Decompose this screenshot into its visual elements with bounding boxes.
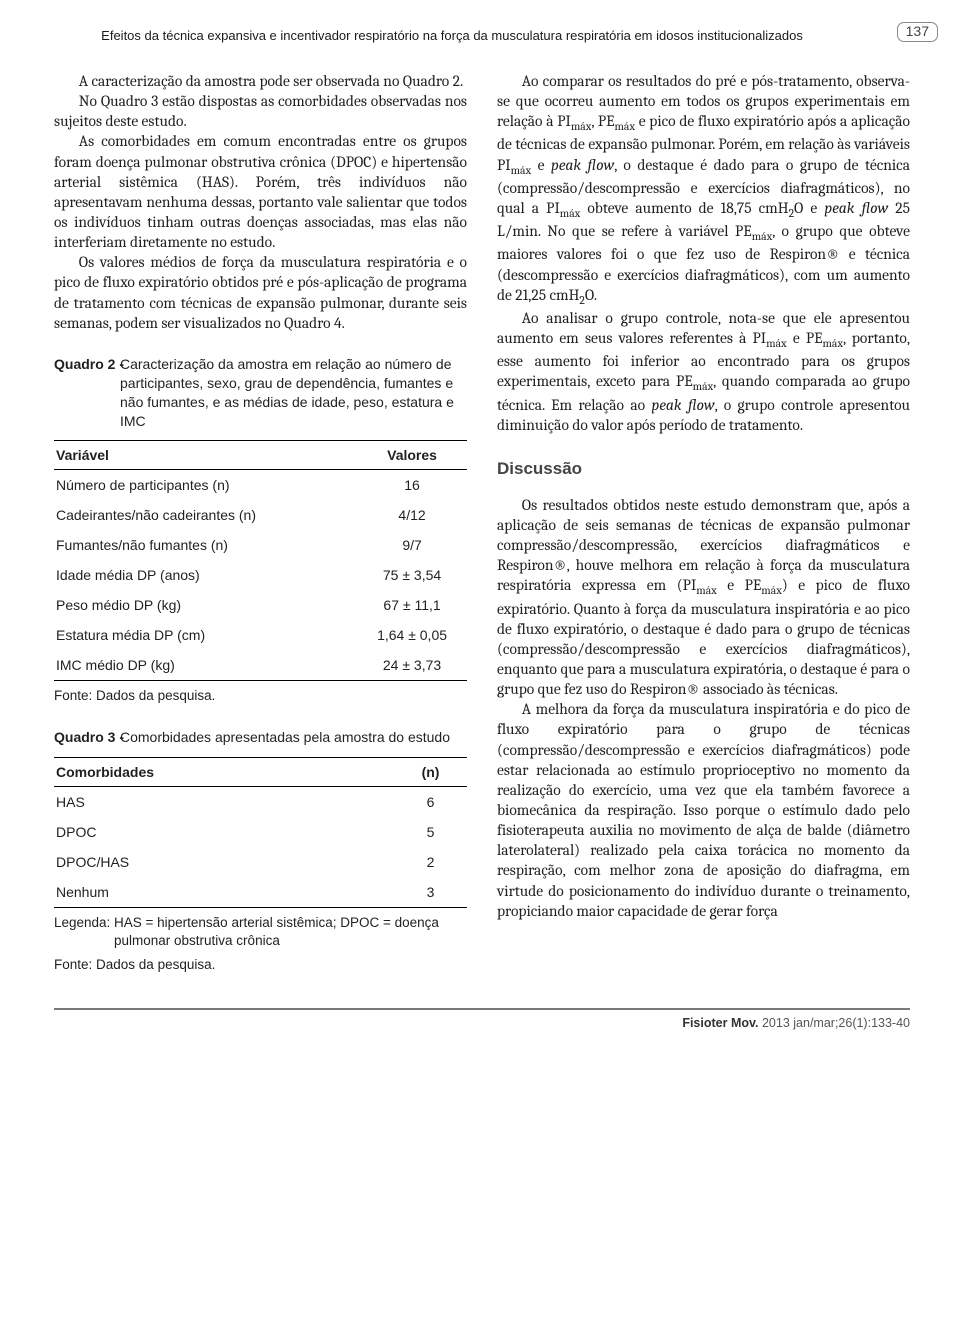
left-paragraph-2: No Quadro 3 estão dispostas as comorbida… [54,91,467,131]
page-number: 137 [897,22,938,42]
quadro3-caption-text: Comorbidades apresentadas pela amostra d… [120,728,467,747]
footer-citation: Fisioter Mov. 2013 jan/mar;26(1):133-40 [54,1008,910,1030]
quadro3-legend-label: Legenda: [54,915,110,930]
running-title: Efeitos da técnica expansiva e incentiva… [54,28,850,43]
quadro2-label: Quadro 2 - [54,356,124,372]
left-paragraph-4: Os valores médios de força da musculatur… [54,252,467,333]
quadro2-header-1: Variável [54,441,357,470]
quadro2-header-2: Valores [357,441,467,470]
table-cell: Peso médio DP (kg) [54,590,357,620]
quadro3-header-1: Comorbidades [54,757,394,786]
quadro2-caption-text: Caracterização da amostra em relação ao … [120,355,467,431]
table-cell: 67 ± 11,1 [357,590,467,620]
table-cell: 4/12 [357,500,467,530]
table-cell: 3 [394,877,467,908]
left-paragraph-3: As comorbidades em comum encontradas ent… [54,131,467,252]
table-cell: Idade média DP (anos) [54,560,357,590]
table-cell: 9/7 [357,530,467,560]
quadro2-caption: Quadro 2 - Caracterização da amostra em … [54,355,467,431]
footer-issue: 2013 jan/mar;26(1):133-40 [762,1016,910,1030]
table-cell: 6 [394,786,467,817]
table-cell: 24 ± 3,73 [357,650,467,681]
table-cell: 2 [394,847,467,877]
footer-journal: Fisioter Mov. [682,1016,758,1030]
section-heading-discussao: Discussão [497,459,910,479]
quadro2-table: Variável Valores Número de participantes… [54,440,467,681]
table-cell: Cadeirantes/não cadeirantes (n) [54,500,357,530]
table-cell: DPOC [54,817,394,847]
table-cell: Fumantes/não fumantes (n) [54,530,357,560]
table-cell: 75 ± 3,54 [357,560,467,590]
quadro3-caption: Quadro 3 - Comorbidades apresentadas pel… [54,728,467,747]
right-paragraph-3: Os resultados obtidos neste estudo demon… [497,495,910,699]
quadro3-legend-text: HAS = hipertensão arterial sistêmica; DP… [114,914,467,950]
left-column: A caracterização da amostra pode ser obs… [54,71,467,974]
table-cell: 1,64 ± 0,05 [357,620,467,650]
left-paragraph-1: A caracterização da amostra pode ser obs… [54,71,467,91]
table-cell: Nenhum [54,877,394,908]
table-cell: IMC médio DP (kg) [54,650,357,681]
table-cell: HAS [54,786,394,817]
quadro3-source: Fonte: Dados da pesquisa. [54,956,467,974]
right-column: Ao comparar os resultados do pré e pós-t… [497,71,910,974]
right-paragraph-4: A melhora da força da musculatura inspir… [497,699,910,921]
table-cell: 5 [394,817,467,847]
table-cell: Número de participantes (n) [54,470,357,501]
quadro3-label: Quadro 3 - [54,729,124,745]
quadro3-table: Comorbidades (n) HAS6 DPOC5 DPOC/HAS2 Ne… [54,757,467,908]
right-paragraph-2: Ao analisar o grupo controle, nota-se qu… [497,308,910,435]
table-cell: DPOC/HAS [54,847,394,877]
table-cell: Estatura média DP (cm) [54,620,357,650]
quadro2-source: Fonte: Dados da pesquisa. [54,687,467,705]
right-paragraph-1: Ao comparar os resultados do pré e pós-t… [497,71,910,308]
table-cell: 16 [357,470,467,501]
quadro3-legend: Legenda: HAS = hipertensão arterial sist… [54,914,467,950]
quadro3-header-2: (n) [394,757,467,786]
